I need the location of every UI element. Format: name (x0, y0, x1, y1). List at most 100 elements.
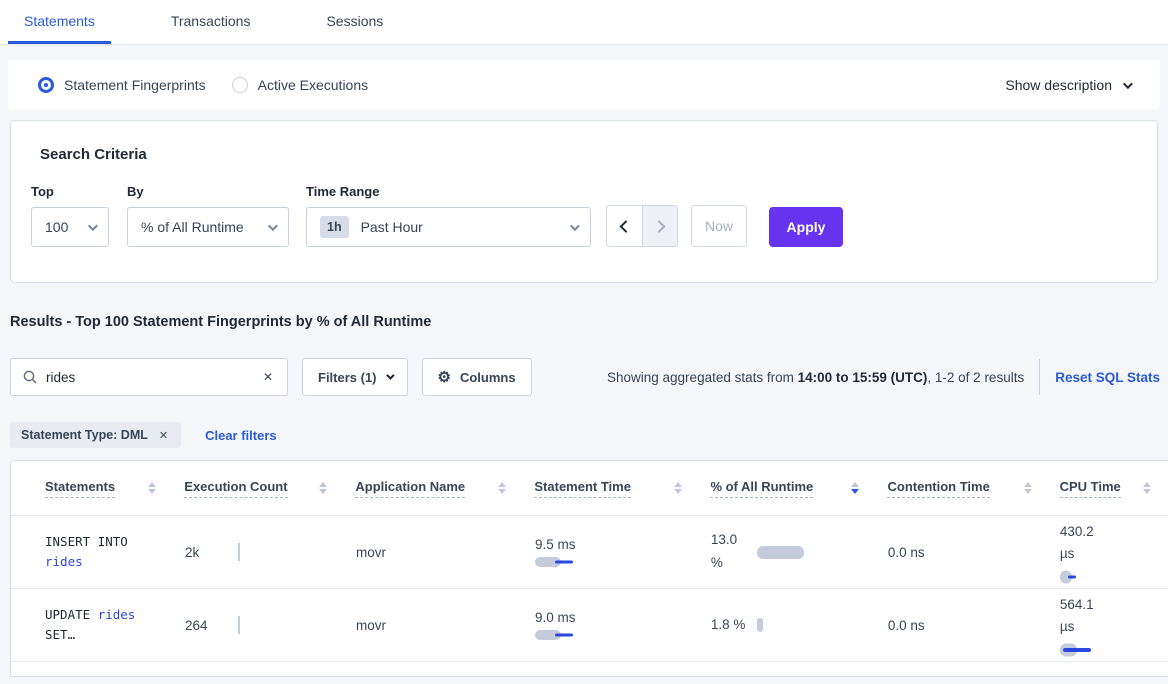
contention-time-cell: 0.0 ns (887, 617, 925, 633)
statement-time-cell: 9.0 ms (534, 610, 711, 640)
sort-desc-icon[interactable] (851, 482, 860, 494)
by-value: % of All Runtime (141, 219, 244, 235)
tab-bar: Statements Transactions Sessions (0, 0, 1168, 45)
sort-icon[interactable] (1023, 482, 1032, 494)
mean-bar (756, 618, 763, 632)
chevron-left-icon (619, 219, 633, 233)
runtime-pct-cell: 13.0 % (711, 529, 888, 575)
statement-link[interactable]: rides (97, 607, 136, 622)
execution-count-bar (238, 543, 240, 561)
tab-transactions[interactable]: Transactions (170, 12, 251, 29)
chevron-down-icon (1122, 78, 1133, 89)
chevron-down-icon (569, 220, 580, 231)
show-description-label: Show description (1005, 77, 1112, 93)
column-header-execution-count[interactable]: Execution Count (184, 479, 355, 498)
column-header-statements[interactable]: Statements (45, 479, 184, 498)
time-range-label: Time Range (306, 184, 380, 199)
previous-time-button[interactable] (606, 205, 642, 247)
stats-summary: Showing aggregated stats from 14:00 to 1… (607, 370, 1024, 385)
radio-active-executions[interactable]: Active Executions (231, 77, 368, 93)
stats-time-range: 14:00 to 15:59 (UTC) (797, 369, 928, 385)
sort-icon[interactable] (674, 482, 683, 494)
results-controls-row: ✕ Filters (1) ⚙ Columns Showing aggregat… (10, 358, 1160, 396)
filters-button[interactable]: Filters (1) (302, 358, 408, 396)
tab-statements[interactable]: Statements (8, 0, 111, 44)
filter-chip-row: Statement Type: DML ✕ Clear filters (10, 422, 277, 448)
view-toggle-bar: Statement Fingerprints Active Executions… (8, 60, 1160, 110)
execution-count-cell: 264 (185, 616, 356, 634)
next-time-button[interactable] (642, 205, 678, 247)
stddev-bar (1062, 647, 1091, 652)
show-description-toggle[interactable]: Show description (1005, 77, 1133, 93)
top-select[interactable]: 100 (31, 207, 109, 247)
time-range-select[interactable]: 1h Past Hour (306, 207, 591, 247)
sort-icon[interactable] (498, 482, 507, 494)
stddev-bar (554, 633, 573, 637)
chevron-right-icon (652, 219, 665, 233)
radio-selected-icon (38, 77, 54, 93)
time-range-value: Past Hour (360, 219, 423, 235)
mean-bar (1059, 570, 1072, 584)
search-box: ✕ (10, 358, 288, 396)
chevron-down-icon (385, 371, 395, 380)
application-name-cell: movr (356, 544, 386, 560)
sort-icon[interactable] (148, 482, 157, 494)
top-value: 100 (45, 219, 69, 235)
time-nav-group (606, 205, 678, 247)
chevron-down-icon (87, 220, 98, 231)
application-name-cell: movr (356, 617, 386, 633)
search-criteria-card: Search Criteria Top 100 By % of All Runt… (10, 120, 1158, 283)
search-icon (23, 370, 37, 384)
stddev-bar (554, 560, 573, 564)
stats-prefix: Showing aggregated stats from (607, 369, 798, 385)
sort-icon[interactable] (319, 482, 328, 494)
stats-suffix: , 1-2 of 2 results (927, 369, 1025, 385)
clear-filters-link[interactable]: Clear filters (205, 427, 277, 443)
now-button[interactable]: Now (691, 205, 747, 247)
by-label: By (127, 184, 144, 199)
columns-button[interactable]: ⚙ Columns (421, 358, 532, 396)
time-range-badge: 1h (320, 216, 349, 238)
statement-cell: UPDATE rides SET… (45, 607, 136, 642)
table-row: INSERT INTO rides 2k movr 9.5 ms (11, 516, 1168, 589)
filter-chip[interactable]: Statement Type: DML ✕ (10, 422, 182, 448)
execution-count-cell: 2k (185, 543, 356, 561)
by-select[interactable]: % of All Runtime (127, 207, 289, 247)
vertical-divider (1039, 359, 1041, 395)
apply-button[interactable]: Apply (769, 207, 843, 247)
search-criteria-form: Top 100 By % of All Runtime Time Range 1… (31, 184, 1137, 247)
table-header-row: Statements Execution Count Application N… (11, 461, 1168, 516)
columns-label: Columns (459, 369, 516, 385)
statements-table: Statements Execution Count Application N… (10, 460, 1168, 677)
filters-label: Filters (1) (318, 369, 377, 385)
statement-cell: INSERT INTO rides (45, 534, 128, 569)
filter-chip-label: Statement Type: DML (21, 428, 148, 442)
contention-time-cell: 0.0 ns (887, 544, 925, 560)
column-header-application-name[interactable]: Application Name (355, 479, 534, 498)
mean-bar (534, 557, 561, 567)
cpu-time-cell: 430.2 µs (1059, 521, 1168, 584)
mean-bar (534, 630, 561, 640)
clear-search-icon[interactable]: ✕ (262, 370, 273, 384)
stddev-bar (1067, 575, 1076, 579)
column-header-runtime-pct[interactable]: % of All Runtime (710, 479, 887, 498)
runtime-pct-cell: 1.8 % (711, 614, 888, 637)
statement-link[interactable]: rides (45, 554, 83, 569)
remove-filter-icon[interactable]: ✕ (158, 429, 169, 442)
column-header-cpu-time[interactable]: CPU Time (1059, 479, 1168, 498)
search-criteria-title: Search Criteria (40, 146, 147, 163)
search-input[interactable] (46, 369, 252, 385)
tab-sessions[interactable]: Sessions (326, 12, 384, 29)
radio-unselected-icon (231, 77, 248, 93)
radio-label: Statement Fingerprints (64, 77, 206, 93)
radio-statement-fingerprints[interactable]: Statement Fingerprints (38, 77, 206, 93)
mean-bar (756, 545, 804, 559)
column-header-statement-time[interactable]: Statement Time (534, 479, 710, 498)
top-label: Top (31, 184, 54, 199)
reset-sql-stats-link[interactable]: Reset SQL Stats (1055, 369, 1160, 385)
sort-icon[interactable] (1142, 482, 1151, 494)
column-header-contention-time[interactable]: Contention Time (887, 479, 1059, 498)
cpu-time-cell: 564.1 µs (1059, 594, 1168, 657)
gear-icon: ⚙ (437, 368, 451, 386)
